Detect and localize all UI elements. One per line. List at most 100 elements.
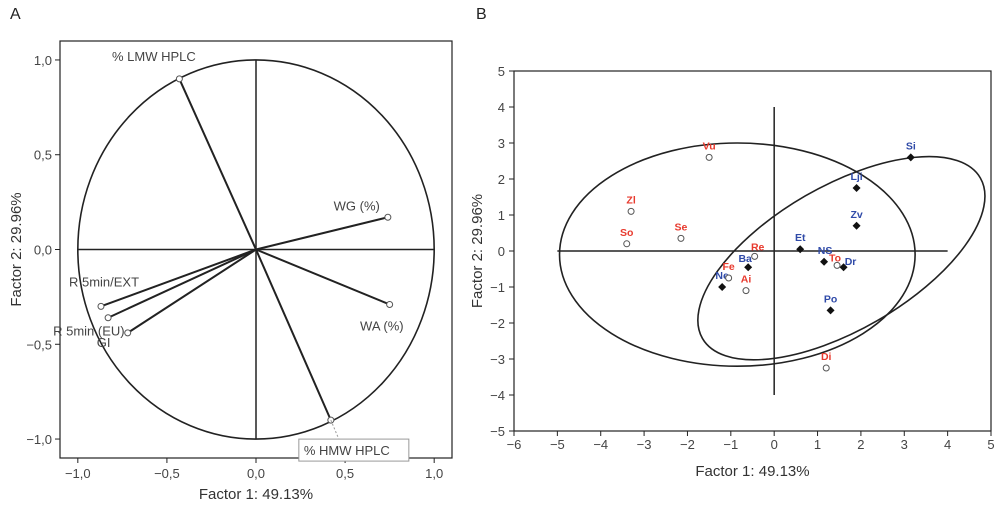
point-label: Si: [906, 140, 916, 152]
x-axis-label: Factor 1: 49.13%: [199, 486, 313, 503]
score-point: [822, 364, 830, 372]
point-label: Zv: [850, 209, 862, 221]
loading-vector: [255, 249, 332, 421]
point-label: Dr: [845, 256, 857, 268]
loading-vector: [100, 248, 257, 308]
x-tick-label: 4: [944, 437, 951, 452]
y-tick-label: 2: [498, 172, 505, 187]
label-box: [298, 438, 410, 462]
x-axis-label: Factor 1: 49.13%: [695, 463, 809, 480]
vector-label: R 5min (EU): [53, 324, 125, 339]
point-label: Et: [795, 232, 806, 244]
y-tick-label: 5: [498, 64, 505, 79]
x-tick-label: 1,0: [425, 466, 443, 481]
loading-vector: [255, 248, 391, 306]
loading-vector: [255, 216, 389, 251]
score-point: [833, 261, 841, 269]
x-tick-label: 2: [857, 437, 864, 452]
x-tick-label: −4: [593, 437, 608, 452]
y-tick-label: 3: [498, 136, 505, 151]
point-label: Ba: [738, 253, 752, 265]
point-label: Ai: [741, 274, 752, 286]
score-plot-panel: B −6 −5 −4 −3 −2 −1 0 1 2 3 4 5 5 4 3 2 1 0 −1 −2 −3 −4 −5 Fact…: [469, 0, 995, 511]
point-label: Zl: [626, 194, 635, 206]
x-tick-label: 3: [901, 437, 908, 452]
loading-point: [386, 300, 394, 308]
vector-label: GI: [97, 335, 111, 350]
score-point: [742, 287, 750, 295]
y-tick-label: −2: [490, 316, 505, 331]
point-label: Lji: [850, 171, 862, 183]
y-tick-label: −5: [490, 424, 505, 439]
x-tick-label: 5: [987, 437, 994, 452]
score-point: [852, 221, 861, 230]
y-tick-label: 1,0: [34, 53, 52, 68]
x-tick-label: 0,0: [247, 466, 265, 481]
loading-point: [97, 302, 105, 310]
loading-vector: [178, 78, 257, 250]
score-point: [705, 153, 713, 161]
y-tick-label: 4: [498, 100, 505, 115]
label-leader-line: [330, 419, 340, 440]
y-tick-label: 0,5: [34, 148, 52, 163]
point-label: Po: [824, 293, 837, 305]
loading-point: [124, 329, 132, 337]
vector-label: % HMW HPLC: [304, 443, 390, 458]
score-point: [796, 245, 805, 254]
x-tick-label: −2: [680, 437, 695, 452]
point-label: Vu: [703, 140, 716, 152]
x-tick-label: 0,5: [336, 466, 354, 481]
loading-vector: [107, 248, 257, 319]
point-label: NS: [818, 245, 833, 257]
score-point: [820, 257, 829, 266]
score-plot-svg: −6 −5 −4 −3 −2 −1 0 1 2 3 4 5543210−1−2−3−4−5Factor…: [469, 64, 995, 480]
point-label: So: [620, 227, 633, 239]
loading-point: [104, 314, 112, 322]
loading-plot-panel: A −1,0 −0,5 0,0 0,5 1,0 −1,0 −0,5 0,0 0,5 1,0 Fact…: [0, 0, 470, 511]
x-tick-label: −1,0: [65, 466, 91, 481]
y-tick-label: −4: [490, 388, 505, 403]
confidence-ellipse: [558, 142, 916, 367]
loading-plot-svg: −1,0 −0,5 0,0 0,5 1,0 −1,0 −0,5 0,0 0,5 1,0 Factor…: [8, 40, 453, 503]
point-label: Re: [751, 241, 765, 253]
y-tick-label: 1: [498, 208, 505, 223]
vector-label: WG (%): [334, 198, 380, 213]
score-point: [839, 263, 848, 272]
y-tick-label: −1: [490, 280, 505, 295]
vector-label: WA (%): [360, 318, 404, 333]
y-tick-label: −3: [490, 352, 505, 367]
score-point: [623, 240, 631, 248]
unit-circle: [77, 59, 435, 440]
score-point: [744, 263, 753, 272]
y-tick-label: 0: [498, 244, 505, 259]
x-tick-label: 0: [771, 437, 778, 452]
y-tick-label: 0,0: [34, 243, 52, 258]
vector-label: % LMW HPLC: [112, 49, 196, 64]
score-point: [627, 207, 635, 215]
point-label: Se: [675, 221, 688, 233]
score-point: [725, 274, 733, 282]
x-tick-label: −0,5: [154, 466, 180, 481]
loading-point: [384, 213, 392, 221]
loading-point: [175, 75, 183, 83]
confidence-ellipse: [697, 155, 986, 361]
score-point: [852, 184, 861, 192]
y-tick-label: −1,0: [26, 432, 52, 447]
point-label: Fe: [723, 261, 735, 273]
score-point: [677, 234, 685, 242]
score-point: [906, 153, 915, 162]
panel-label-a: A: [10, 6, 21, 23]
y-axis-label: Factor 2: 29.96%: [8, 192, 25, 306]
y-axis-label: Factor 2: 29.96%: [469, 194, 486, 308]
y-tick-label: −0,5: [26, 337, 52, 352]
score-point: [826, 306, 835, 315]
x-tick-label: 1: [814, 437, 821, 452]
loading-vector: [127, 248, 257, 334]
point-label: To: [829, 252, 841, 264]
x-tick-label: −1: [723, 437, 738, 452]
score-point: [718, 283, 727, 291]
x-tick-label: −6: [507, 437, 522, 452]
panel-label-b: B: [476, 6, 487, 23]
vector-label: R 5min/EXT: [69, 274, 139, 289]
score-point: [751, 252, 759, 260]
